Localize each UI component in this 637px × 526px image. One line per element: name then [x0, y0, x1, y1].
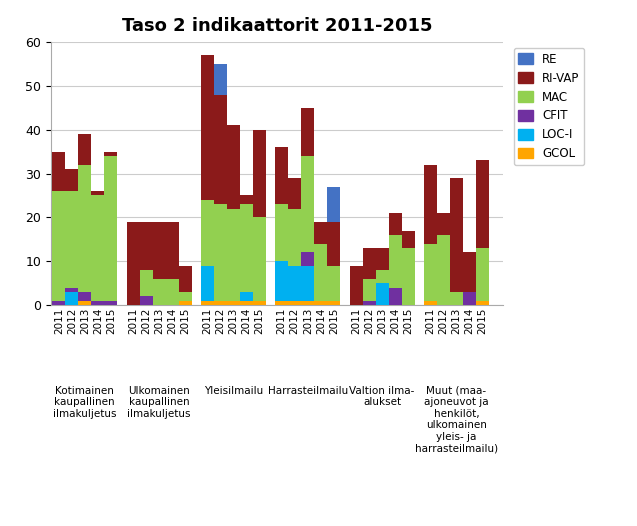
Bar	[376, 283, 389, 305]
Bar	[227, 209, 240, 301]
Bar	[65, 191, 78, 288]
Text: Muut (maa-
ajoneuvot ja
henkilöt,
ulkomainen
yleis- ja
harrasteilmailu): Muut (maa- ajoneuvot ja henkilöt, ulkoma…	[415, 386, 498, 453]
Bar	[463, 252, 476, 292]
Title: Taso 2 indikaattorit 2011-2015: Taso 2 indikaattorit 2011-2015	[122, 17, 433, 35]
Bar	[401, 230, 415, 248]
Bar	[201, 266, 214, 301]
Bar	[65, 292, 78, 305]
Bar	[153, 279, 166, 305]
Bar	[327, 301, 340, 305]
Bar	[178, 292, 192, 301]
Bar	[78, 292, 91, 301]
Bar	[289, 209, 301, 266]
Bar	[78, 165, 91, 292]
Bar	[327, 266, 340, 301]
Bar	[127, 222, 140, 305]
Bar	[178, 266, 192, 292]
Bar	[463, 292, 476, 305]
Bar	[140, 222, 153, 270]
Bar	[327, 187, 340, 222]
Bar	[253, 301, 266, 305]
Bar	[153, 222, 166, 279]
Text: Kotimainen
kaupallinen
ilmakuljetus: Kotimainen kaupallinen ilmakuljetus	[53, 386, 117, 419]
Bar	[214, 301, 227, 305]
Bar	[52, 191, 65, 301]
Bar	[437, 235, 450, 305]
Bar	[424, 244, 437, 301]
Bar	[301, 252, 314, 266]
Bar	[65, 169, 78, 191]
Bar	[104, 301, 117, 305]
Bar	[275, 301, 289, 305]
Bar	[140, 270, 153, 296]
Bar	[227, 125, 240, 209]
Bar	[437, 213, 450, 235]
Bar	[362, 301, 376, 305]
Bar	[401, 248, 415, 305]
Bar	[289, 266, 301, 301]
Bar	[424, 165, 437, 244]
Bar	[201, 55, 214, 200]
Legend: RE, RI-VAP, MAC, CFIT, LOC-I, GCOL: RE, RI-VAP, MAC, CFIT, LOC-I, GCOL	[513, 48, 584, 165]
Bar	[314, 301, 327, 305]
Bar	[376, 248, 389, 270]
Bar	[214, 204, 227, 301]
Bar	[65, 288, 78, 292]
Bar	[253, 217, 266, 301]
Bar	[289, 178, 301, 209]
Bar	[104, 156, 117, 301]
Bar	[476, 301, 489, 305]
Bar	[327, 222, 340, 266]
Bar	[227, 301, 240, 305]
Text: Yleisilmailu: Yleisilmailu	[204, 386, 263, 396]
Bar	[214, 64, 227, 95]
Bar	[275, 261, 289, 301]
Bar	[104, 151, 117, 156]
Bar	[389, 213, 401, 235]
Bar	[389, 288, 401, 305]
Bar	[240, 196, 253, 204]
Bar	[201, 200, 214, 266]
Bar	[201, 301, 214, 305]
Bar	[389, 235, 401, 288]
Bar	[253, 130, 266, 217]
Bar	[275, 147, 289, 204]
Bar	[301, 108, 314, 156]
Bar	[91, 301, 104, 305]
Bar	[450, 178, 463, 292]
Bar	[424, 301, 437, 305]
Bar	[178, 301, 192, 305]
Bar	[476, 248, 489, 301]
Bar	[214, 95, 227, 204]
Bar	[476, 160, 489, 248]
Bar	[362, 279, 376, 301]
Bar	[140, 296, 153, 305]
Bar	[166, 222, 178, 279]
Bar	[91, 196, 104, 301]
Bar	[301, 156, 314, 252]
Bar	[376, 270, 389, 283]
Bar	[52, 301, 65, 305]
Bar	[240, 204, 253, 292]
Text: Ulkomainen
kaupallinen
ilmakuljetus: Ulkomainen kaupallinen ilmakuljetus	[127, 386, 191, 419]
Bar	[314, 222, 327, 244]
Bar	[52, 151, 65, 191]
Bar	[301, 301, 314, 305]
Bar	[240, 301, 253, 305]
Bar	[78, 301, 91, 305]
Bar	[350, 266, 362, 305]
Bar	[314, 244, 327, 301]
Bar	[166, 279, 178, 305]
Bar	[78, 134, 91, 165]
Text: Harrasteilmailu: Harrasteilmailu	[268, 386, 348, 396]
Bar	[289, 301, 301, 305]
Text: Valtion ilma-
alukset: Valtion ilma- alukset	[349, 386, 415, 407]
Bar	[275, 204, 289, 261]
Bar	[91, 191, 104, 196]
Bar	[362, 248, 376, 279]
Bar	[301, 266, 314, 301]
Bar	[450, 292, 463, 305]
Bar	[240, 292, 253, 301]
